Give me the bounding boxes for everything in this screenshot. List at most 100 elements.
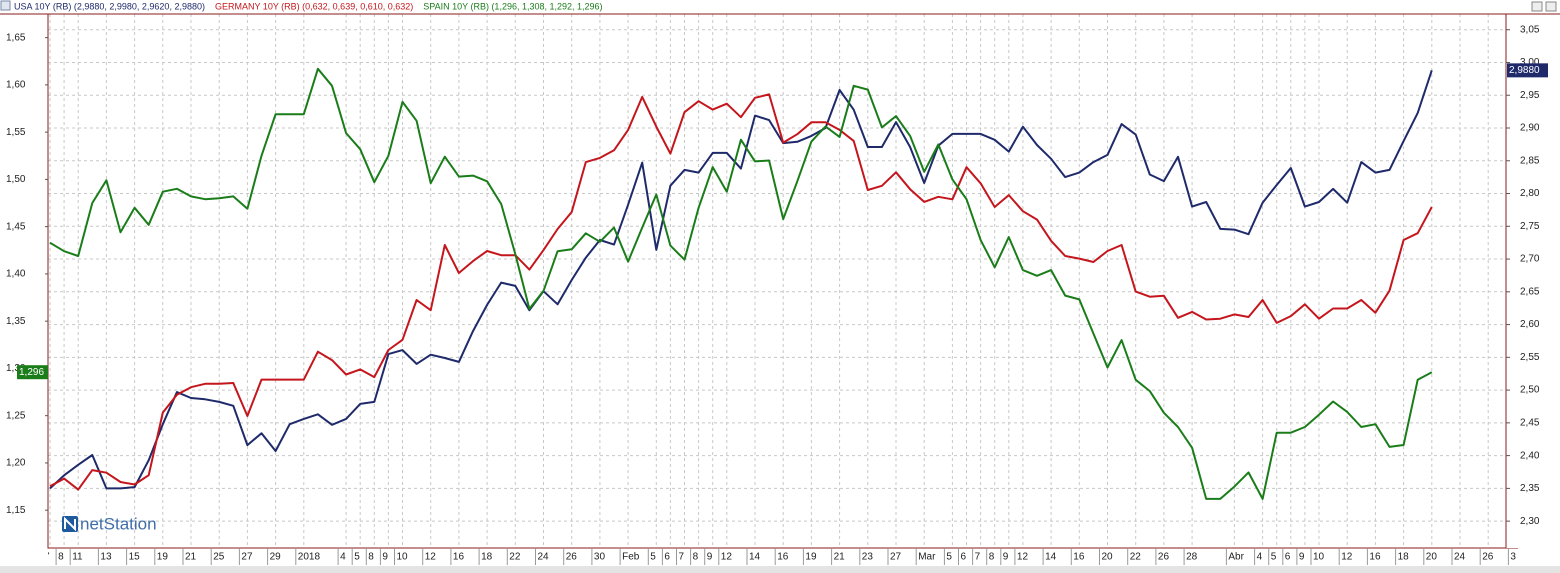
legend-entry: USA 10Y (RB) (2,9880, 2,9980, 2,9620, 2,…: [14, 1, 205, 11]
x-tick-label: 12: [1341, 552, 1353, 563]
y-tick-label: 1,25: [6, 410, 26, 421]
y-tick-label: 1,50: [6, 174, 26, 185]
watermark-logo: netStation: [62, 514, 157, 533]
x-tick-label: 14: [749, 552, 761, 563]
y2-tick-label: 2,85: [1520, 155, 1540, 166]
x-tick-label: 2018: [298, 552, 321, 563]
y-tick-label: 1,65: [6, 32, 26, 43]
y-tick-label: 1,45: [6, 221, 26, 232]
header-icon: [0, 0, 11, 11]
x-tick-label: 5: [650, 552, 656, 563]
x-tick-label: 19: [157, 552, 169, 563]
x-tick-label: 27: [890, 552, 902, 563]
grid: [48, 14, 1506, 548]
y2-tick-label: 3,05: [1520, 24, 1540, 35]
series-line: [49, 69, 1433, 490]
x-tick-label: 5: [946, 552, 952, 563]
x-tick-label: 22: [509, 552, 521, 563]
legend: USA 10Y (RB) (2,9880, 2,9980, 2,9620, 2,…: [14, 1, 603, 11]
series-line: [49, 67, 1433, 500]
logo-mark: [64, 516, 76, 532]
x-tick-label: 29: [270, 552, 282, 563]
x-tick-label: 30: [594, 552, 606, 563]
bottom-strip: [0, 566, 1560, 573]
y-tick-label: 1,60: [6, 80, 26, 91]
x-tick-label: 8: [989, 552, 995, 563]
x-tick-label: 23: [862, 552, 874, 563]
x-tick-label: 6: [664, 552, 670, 563]
x-tick-label: 26: [1158, 552, 1170, 563]
y-tick-label: 1,30: [6, 363, 26, 374]
x-tick-label: 18: [1398, 552, 1410, 563]
x-tick-label: 9: [1003, 552, 1009, 563]
x-tick-label: 26: [1482, 552, 1494, 563]
series-lines: [49, 67, 1433, 500]
x-tick-label: 4: [340, 552, 346, 563]
x-tick-label: 24: [1454, 552, 1466, 563]
x-tick-label: 12: [721, 552, 733, 563]
x-tick-label: 10: [1313, 552, 1325, 563]
y2-tick-label: 2,90: [1520, 123, 1540, 134]
x-tick-label: 9: [1299, 552, 1305, 563]
series-line: [49, 93, 1433, 491]
x-tick-label: 10: [397, 552, 409, 563]
end-value-label: 1,296: [19, 367, 44, 378]
x-tick-label: 6: [1285, 552, 1291, 563]
x-tick-label: 22: [1130, 552, 1142, 563]
x-tick-label: 7: [975, 552, 981, 563]
x-tick-label: 26: [566, 552, 578, 563]
y2-tick-label: 2,60: [1520, 319, 1540, 330]
y-tick-label: 1,55: [6, 127, 26, 138]
x-tick-label: 5: [1271, 552, 1277, 563]
x-tick-label: 19: [805, 552, 817, 563]
axes: 1,15 1,20 1,25 1,30 1,35 1,40 1,45 1,50 1,55 1,60…: [6, 24, 1548, 527]
y-tick-label: 1,40: [6, 269, 26, 280]
end-value-label: 2,9880: [1509, 65, 1540, 76]
x-tick-label: 12: [425, 552, 437, 563]
x-tick-label: 8: [58, 552, 64, 563]
x-tick-label: 20: [1102, 552, 1114, 563]
y2-tick-label: 3,00: [1520, 57, 1540, 68]
maximize-button[interactable]: [1545, 1, 1557, 12]
x-tick-label: 20: [1426, 552, 1438, 563]
x-tick-label: 27: [241, 552, 253, 563]
x-tick-label: 5: [354, 552, 360, 563]
x-tick-label: 13: [100, 552, 112, 563]
y-tick-label: 1,15: [6, 505, 26, 516]
x-tick-label: 6: [961, 552, 967, 563]
x-tick-label: 12: [1017, 552, 1029, 563]
y2-tick-label: 2,95: [1520, 90, 1540, 101]
y-tick-label: 1,35: [6, 316, 26, 327]
watermark: netStation: [80, 514, 157, 533]
x-tick-label: Feb: [622, 552, 640, 563]
x-tick-label: 16: [453, 552, 465, 563]
x-tick-label: 24: [538, 552, 550, 563]
x-tick-label: 16: [1073, 552, 1085, 563]
x-tick-label: 8: [693, 552, 699, 563]
x-tick-label: 15: [129, 552, 141, 563]
y2-tick-label: 2,70: [1520, 254, 1540, 265]
x-tick-label: Abr: [1228, 552, 1244, 563]
x-tick-label: 18: [481, 552, 493, 563]
y2-tick-label: 2,45: [1520, 417, 1540, 428]
x-axis: 7811131519212527292018458910121618222426…: [48, 548, 1518, 565]
x-tick-label: 9: [382, 552, 388, 563]
y2-tick-label: 2,40: [1520, 450, 1540, 461]
y2-tick-label: 2,50: [1520, 385, 1540, 396]
x-tick-label: 21: [834, 552, 846, 563]
y2-tick-label: 2,55: [1520, 352, 1540, 363]
y2-tick-label: 2,75: [1520, 221, 1540, 232]
x-tick-label: Mar: [918, 552, 936, 563]
x-tick-label: 28: [1186, 552, 1198, 563]
legend-entry: SPAIN 10Y (RB) (1,296, 1,308, 1,292, 1,2…: [423, 1, 602, 11]
y-tick-label: 1,20: [6, 458, 26, 469]
y2-tick-label: 2,35: [1520, 483, 1540, 494]
x-tick-label: 11: [72, 552, 83, 563]
x-tick-label: 4: [1257, 552, 1263, 563]
minimize-button[interactable]: [1531, 1, 1543, 12]
x-tick-label: 25: [213, 552, 225, 563]
end-value-box: [1507, 63, 1548, 78]
